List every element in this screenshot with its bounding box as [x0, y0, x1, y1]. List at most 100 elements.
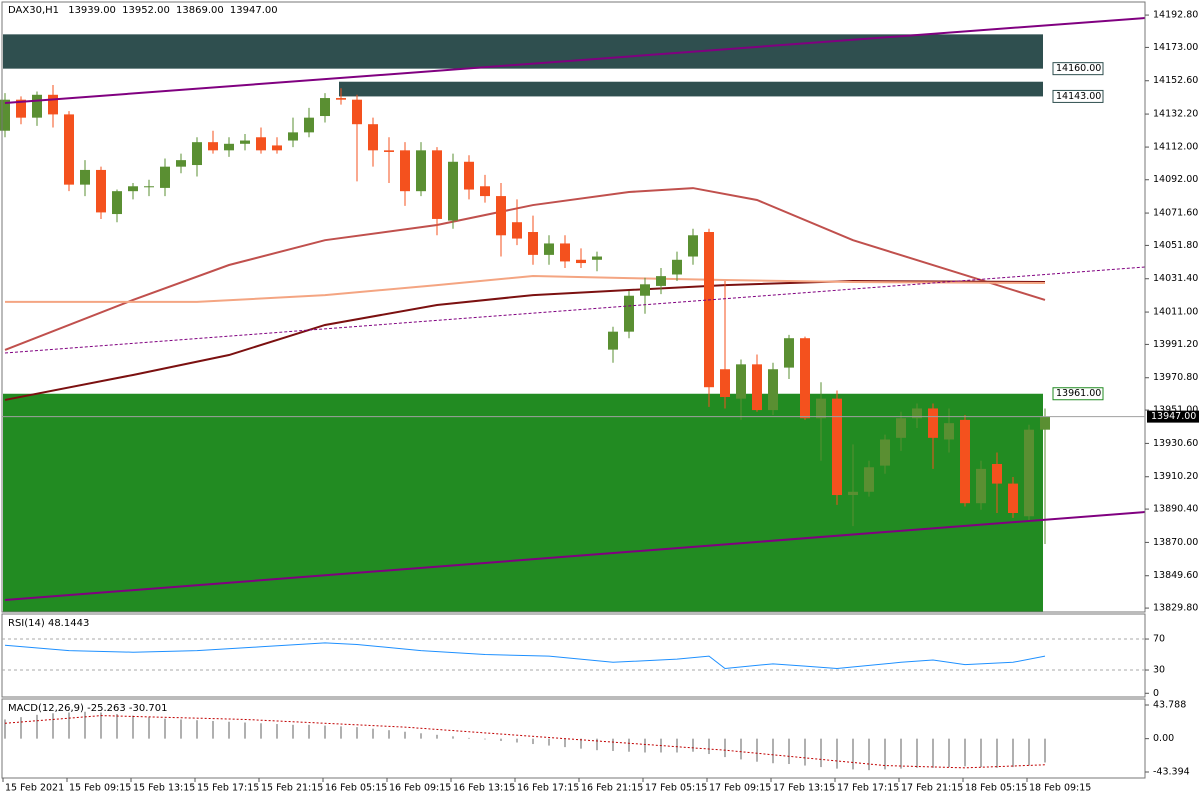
candle-body	[336, 98, 346, 100]
x-tick-label: 15 Feb 09:15	[69, 783, 131, 794]
current-price-box	[1147, 410, 1199, 423]
moving-average	[4, 280, 1046, 401]
candle-body	[112, 191, 122, 215]
candle-body	[736, 364, 746, 399]
candle-body	[544, 243, 554, 255]
macd-bar	[36, 714, 38, 739]
candle-body	[32, 94, 42, 118]
macd-bar	[388, 730, 390, 739]
signal-line	[4, 715, 1046, 769]
x-tick-label: 17 Feb 21:15	[901, 783, 963, 794]
candle-body	[928, 408, 938, 438]
high-value: 13952.00	[122, 5, 170, 16]
price-label-box	[1052, 89, 1104, 103]
candle-body	[976, 468, 986, 504]
candle-body	[848, 491, 858, 496]
candle-body	[944, 423, 954, 440]
candle-body	[272, 145, 282, 151]
price-label: 14143.00	[1056, 91, 1101, 102]
y-tick-label: 0.00	[1153, 733, 1174, 744]
macd-bar	[132, 715, 134, 739]
candle-body	[432, 150, 442, 219]
y-tick-label: 70	[1153, 634, 1165, 645]
candle-body	[368, 124, 378, 151]
candle-body	[192, 142, 202, 166]
macd-bar	[212, 720, 214, 739]
macd-bar	[804, 738, 806, 766]
price-label-box	[1052, 387, 1104, 401]
candle-body	[656, 276, 666, 286]
candle-body	[416, 150, 426, 192]
candle-body	[160, 166, 170, 188]
moving-average	[5, 274, 1046, 303]
y-tick-label: 43.788	[1153, 700, 1186, 711]
macd-bar	[596, 738, 598, 751]
x-tick-label: 17 Feb 05:15	[645, 783, 707, 794]
macd-bar	[404, 731, 406, 739]
macd-bar	[4, 719, 6, 739]
panel-border	[1, 1, 1146, 613]
price-panel	[0, 34, 1050, 612]
y-tick-label: 30	[1153, 665, 1165, 676]
y-tick-label: 14192.80	[1153, 10, 1198, 21]
macd-bar	[692, 738, 694, 752]
candle-body	[448, 161, 458, 221]
symbol: DAX30,H1	[8, 5, 59, 16]
candle-body	[144, 186, 154, 188]
candle-body	[240, 140, 250, 144]
candle-body	[496, 196, 506, 236]
y-tick-label: 14152.60	[1153, 75, 1198, 86]
y-tick-label: 0	[1153, 688, 1159, 699]
y-tick-label: 14071.60	[1153, 208, 1198, 219]
candle-body	[624, 295, 634, 332]
moving-average	[4, 187, 1046, 351]
macd-bar	[196, 720, 198, 739]
price-label-box	[1052, 62, 1104, 76]
macd-bar	[948, 738, 950, 768]
macd-bar	[612, 738, 614, 751]
candle-body	[752, 364, 762, 411]
macd-bar	[340, 726, 342, 739]
candle-body	[784, 338, 794, 368]
x-tick-label: 17 Feb 13:15	[773, 783, 835, 794]
macd-bar	[1044, 738, 1046, 763]
candle-body	[960, 419, 970, 504]
macd-bar	[244, 722, 246, 739]
y-tick-label: 13890.40	[1153, 504, 1198, 515]
trend-line	[4, 17, 1146, 104]
zone	[3, 393, 1043, 612]
macd-bar	[884, 738, 886, 770]
macd-bar	[628, 738, 630, 752]
low-value: 13869.00	[176, 5, 224, 16]
macd-bar	[980, 738, 982, 768]
open-value: 13939.00	[68, 5, 116, 16]
y-tick-label: 14092.00	[1153, 174, 1198, 185]
macd-bar	[820, 738, 822, 768]
x-tick-label: 18 Feb 09:15	[1029, 783, 1091, 794]
candle-body	[0, 99, 10, 131]
candle-body	[576, 259, 586, 264]
candle-body	[608, 331, 618, 350]
y-tick-label: 13970.80	[1153, 372, 1198, 383]
candle-body	[592, 256, 602, 260]
rsi-title: RSI(14) 48.1443	[8, 618, 89, 629]
y-tick-label: 13910.20	[1153, 471, 1198, 482]
y-tick-label: 13849.60	[1153, 570, 1198, 581]
macd-bar	[164, 718, 166, 739]
candle-body	[720, 369, 730, 398]
trend-line	[4, 266, 1146, 354]
candle-body	[880, 439, 890, 466]
candle-body	[288, 132, 298, 141]
macd-bar	[644, 738, 646, 753]
chart-header: DAX30,H1 13939.00 13952.00 13869.00 1394…	[8, 5, 278, 16]
macd-bar	[452, 736, 454, 739]
macd-bar	[1028, 738, 1030, 766]
x-tick-label: 16 Feb 17:15	[517, 783, 579, 794]
x-tick-label: 16 Feb 05:15	[325, 783, 387, 794]
macd-bar	[292, 724, 294, 739]
candle-body	[832, 398, 842, 496]
candle-body	[912, 408, 922, 419]
candle-body	[320, 98, 330, 117]
candle-body	[48, 94, 58, 115]
price-label: 14160.00	[1056, 63, 1101, 74]
